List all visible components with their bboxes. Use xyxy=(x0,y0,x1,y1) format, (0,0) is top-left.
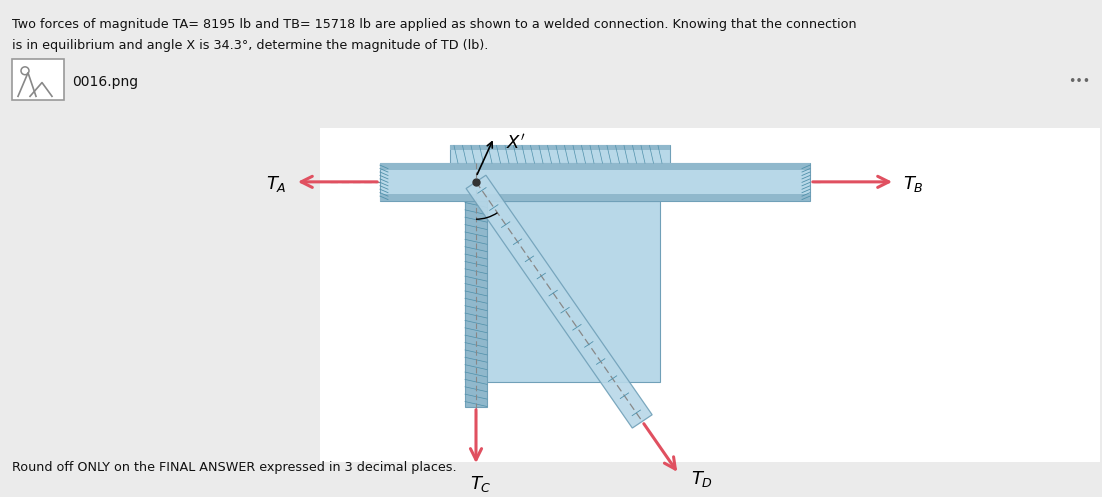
Bar xyxy=(450,146,670,151)
FancyArrowPatch shape xyxy=(471,410,482,460)
Text: 0016.png: 0016.png xyxy=(72,75,138,88)
Text: is in equilibrium and angle X is 34.3°, determine the magnitude of TD (lb).: is in equilibrium and angle X is 34.3°, … xyxy=(12,39,488,52)
Bar xyxy=(380,163,810,170)
Polygon shape xyxy=(466,175,652,428)
Text: $T_A$: $T_A$ xyxy=(267,174,287,194)
FancyArrowPatch shape xyxy=(301,176,377,187)
Bar xyxy=(12,59,64,100)
FancyArrowPatch shape xyxy=(813,176,889,187)
Text: •••: ••• xyxy=(1068,75,1090,88)
Text: $T_C$: $T_C$ xyxy=(471,474,491,494)
Text: Two forces of magnitude TA= 8195 lb and TB= 15718 lb are applied as shown to a w: Two forces of magnitude TA= 8195 lb and … xyxy=(12,18,856,31)
Bar xyxy=(465,200,660,382)
Bar xyxy=(465,200,487,407)
Bar xyxy=(380,163,810,200)
Bar xyxy=(450,146,670,163)
FancyArrowPatch shape xyxy=(644,424,676,469)
Text: Round off ONLY on the FINAL ANSWER expressed in 3 decimal places.: Round off ONLY on the FINAL ANSWER expre… xyxy=(12,461,456,474)
Text: $T_D$: $T_D$ xyxy=(691,469,713,489)
Bar xyxy=(380,194,810,200)
FancyArrowPatch shape xyxy=(477,142,493,174)
Bar xyxy=(320,128,1100,462)
Text: $X'$: $X'$ xyxy=(506,133,526,153)
Text: $T_B$: $T_B$ xyxy=(903,174,923,194)
